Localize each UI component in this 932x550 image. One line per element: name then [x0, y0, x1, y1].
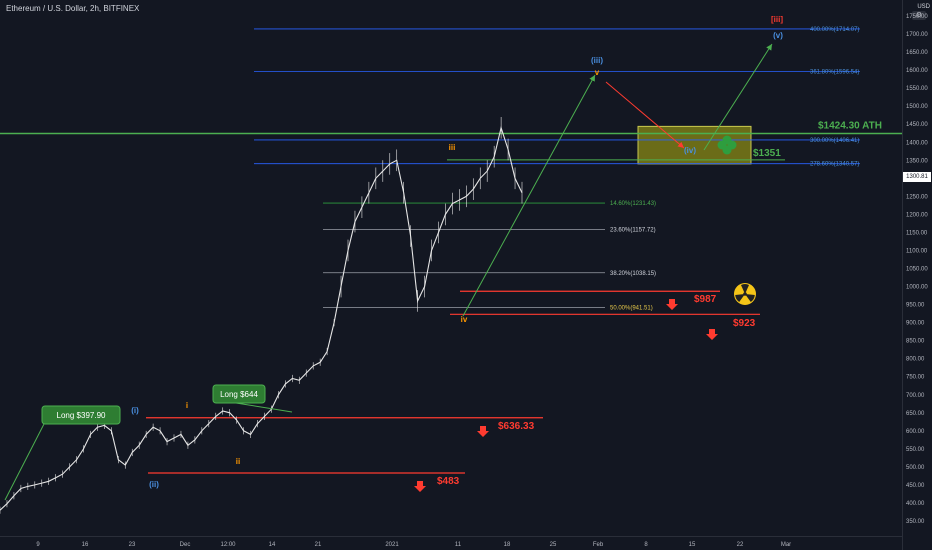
y-tick-label: 1550.00 — [906, 86, 928, 92]
y-tick-label: 400.00 — [906, 501, 925, 507]
target-label: $1351 — [753, 148, 781, 159]
down-arrow-icon — [706, 329, 718, 340]
price-line — [0, 125, 523, 511]
x-tick-label: 23 — [129, 542, 136, 548]
wave-label: iii — [449, 143, 456, 152]
gear-icon[interactable]: ⚙ — [912, 11, 926, 20]
callout-text: Long $644 — [220, 390, 258, 399]
x-tick-label: 18 — [504, 542, 511, 548]
ath-label: $1424.30 ATH — [818, 120, 882, 131]
y-tick-label: 1150.00 — [906, 230, 928, 236]
down-arrow-icon — [414, 481, 426, 492]
y-tick-label: 900.00 — [906, 321, 925, 327]
wave-label: [iii] — [771, 15, 783, 24]
x-tick-label: 8 — [644, 542, 648, 548]
chart-title: Ethereum / U.S. Dollar, 2h, BITFINEX — [6, 4, 140, 13]
support-label: $923 — [733, 318, 756, 329]
x-tick-label: 9 — [36, 542, 40, 548]
y-tick-label: 1650.00 — [906, 50, 928, 56]
wave-label: (iii) — [591, 56, 603, 65]
callout-pointer — [235, 402, 293, 413]
y-tick-label: 1500.00 — [906, 104, 928, 110]
y-tick-label: 1350.00 — [906, 158, 928, 164]
y-tick-label: 950.00 — [906, 303, 925, 309]
x-tick-label: 14 — [269, 542, 276, 548]
x-tick-label: Mar — [781, 542, 791, 548]
clover-icon — [717, 135, 737, 155]
y-tick-label: 1100.00 — [906, 248, 928, 254]
last-price-badge: 1300.81 — [903, 172, 931, 182]
x-tick-label: 12:00 — [220, 542, 236, 548]
projection-arrow — [462, 74, 596, 317]
y-tick-label: 650.00 — [906, 411, 925, 417]
wave-label: (ii) — [149, 480, 159, 489]
fib-label: 300.00%(1406.41) — [810, 138, 859, 144]
fib-label: 23.60%(1157.72) — [610, 228, 656, 234]
callout-box — [212, 384, 266, 404]
x-tick-label: 2021 — [385, 542, 399, 548]
wave-label: iv — [461, 315, 468, 324]
fib-label: 38.20%(1038.15) — [610, 271, 656, 277]
y-tick-label: 1600.00 — [906, 68, 928, 74]
y-tick-label: 450.00 — [906, 483, 925, 489]
fib-label: 400.00%(1714.07) — [810, 27, 859, 33]
y-tick-label: 1250.00 — [906, 194, 928, 200]
x-tick-label: Feb — [593, 542, 604, 548]
radiation-icon — [734, 283, 756, 305]
projection-arrow — [703, 43, 773, 151]
support-label: $987 — [694, 294, 717, 305]
wave-label: (iv) — [684, 146, 696, 155]
price-axis-border — [902, 0, 903, 550]
y-tick-label: 850.00 — [906, 339, 925, 345]
y-tick-label: 600.00 — [906, 429, 925, 435]
support-label: $483 — [437, 476, 460, 487]
x-tick-label: 16 — [82, 542, 89, 548]
x-tick-label: 22 — [737, 542, 744, 548]
callout-pointer — [4, 423, 45, 501]
y-tick-label: 1200.00 — [906, 212, 928, 218]
wave-label: ii — [236, 457, 240, 466]
y-tick-label: 500.00 — [906, 465, 925, 471]
projection-arrow — [605, 81, 685, 149]
down-arrow-icon — [477, 426, 489, 437]
fib-label: 361.80%(1596.54) — [810, 69, 859, 75]
y-tick-label: 350.00 — [906, 519, 925, 525]
fib-label: 50.00%(941.51) — [610, 306, 653, 312]
down-arrow-icon — [666, 299, 678, 310]
support-label: $636.33 — [498, 421, 535, 432]
time-axis-border — [0, 536, 902, 537]
y-tick-label: 800.00 — [906, 357, 925, 363]
x-tick-label: 25 — [550, 542, 557, 548]
y-tick-label: 750.00 — [906, 375, 925, 381]
y-tick-label: 1450.00 — [906, 122, 928, 128]
x-tick-label: 15 — [689, 542, 696, 548]
wave-label: (i) — [131, 406, 139, 415]
x-tick-label: 11 — [455, 542, 462, 548]
fib-label: 14.60%(1231.43) — [610, 201, 656, 207]
y-tick-label: 550.00 — [906, 447, 925, 453]
y-tick-label: 1750.00 — [906, 14, 928, 20]
x-tick-label: Dec — [180, 542, 191, 548]
wave-label: i — [186, 401, 188, 410]
y-tick-label: 1400.00 — [906, 140, 928, 146]
y-tick-label: 1700.00 — [906, 32, 928, 38]
callout-text: Long $397.90 — [57, 411, 106, 420]
currency-label: USD — [917, 4, 930, 10]
wave-label: (v) — [773, 31, 783, 40]
y-tick-label: 1050.00 — [906, 267, 928, 273]
wave-label: v — [595, 68, 600, 77]
fib-label: 278.60%(1340.57) — [810, 162, 859, 168]
y-tick-label: 700.00 — [906, 393, 925, 399]
callout-box — [41, 405, 121, 425]
x-tick-label: 21 — [315, 542, 322, 548]
y-tick-label: 1000.00 — [906, 285, 928, 291]
